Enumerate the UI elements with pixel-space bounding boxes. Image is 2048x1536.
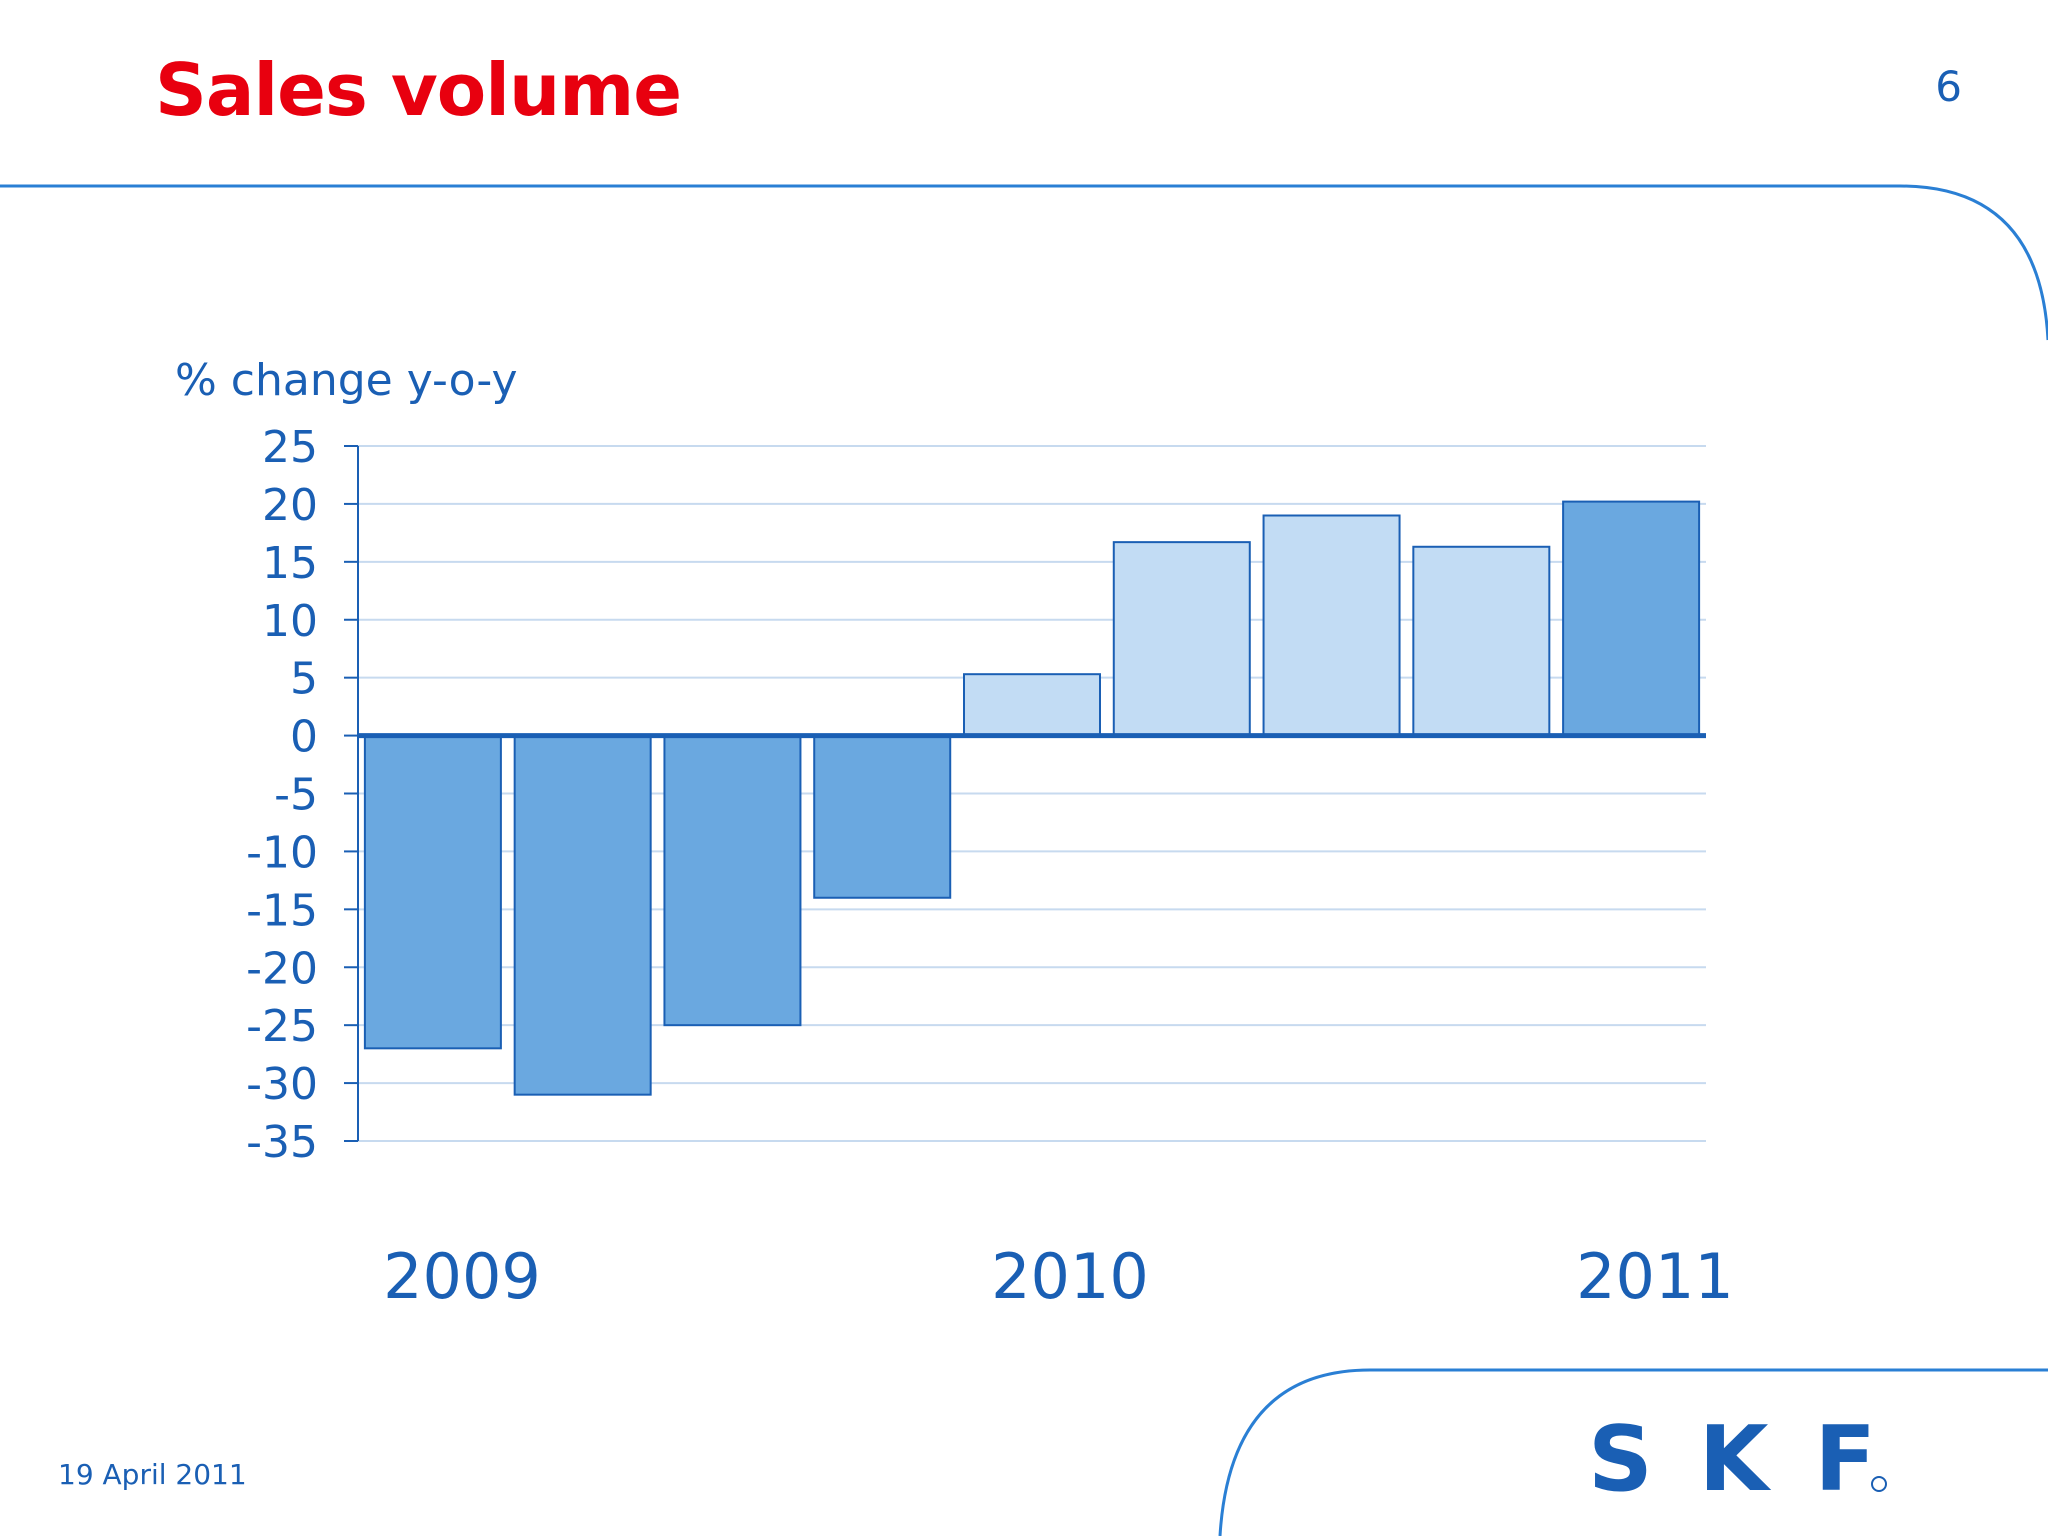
registered-mark-icon (1871, 1476, 1887, 1492)
y-tick-label: -15 (246, 885, 318, 936)
bar (963, 673, 1101, 737)
y-tick-label: 25 (262, 422, 318, 473)
skf-logo: SKF (1588, 1418, 1887, 1508)
year-label: 2009 (383, 1240, 541, 1313)
y-tick-label: 5 (290, 654, 318, 705)
y-tick-label: -25 (246, 1001, 318, 1052)
y-tick-label: -20 (246, 943, 318, 994)
bars (358, 500, 1706, 1096)
bar (663, 734, 802, 1027)
y-tick-label: -10 (246, 827, 318, 878)
page-number: 6 (1935, 62, 1962, 111)
y-tick-label: -5 (274, 770, 318, 821)
bottom-frame-line (1218, 1368, 2048, 1536)
y-axis-label: % change y-o-y (175, 355, 518, 406)
y-axis: 25 20 15 10 5 0 -5 -10 -15 -20 -25 -30 -35 (246, 422, 359, 1168)
y-tick-label: 15 (262, 538, 318, 589)
bar (813, 734, 952, 899)
logo-wordmark: SKF (1588, 1418, 1878, 1508)
top-frame-line (0, 184, 2048, 341)
date-footer: 19 April 2011 (58, 1458, 247, 1491)
y-tick-label: 0 (290, 712, 318, 763)
bar (1262, 514, 1401, 737)
y-tick-label: -30 (246, 1059, 318, 1110)
y-tick-label: 20 (262, 480, 318, 531)
year-label: 2010 (991, 1240, 1149, 1313)
page-title: Sales volume (155, 48, 682, 132)
bar (513, 734, 652, 1096)
bar (363, 734, 502, 1050)
bar (1562, 500, 1701, 737)
year-label: 2011 (1576, 1240, 1734, 1313)
y-tick-label: 10 (262, 596, 318, 647)
bar (1412, 545, 1551, 737)
year-labels: 2009 2010 2011 (383, 1240, 1734, 1313)
y-tick-label: -35 (246, 1117, 318, 1168)
bar (1112, 541, 1251, 737)
